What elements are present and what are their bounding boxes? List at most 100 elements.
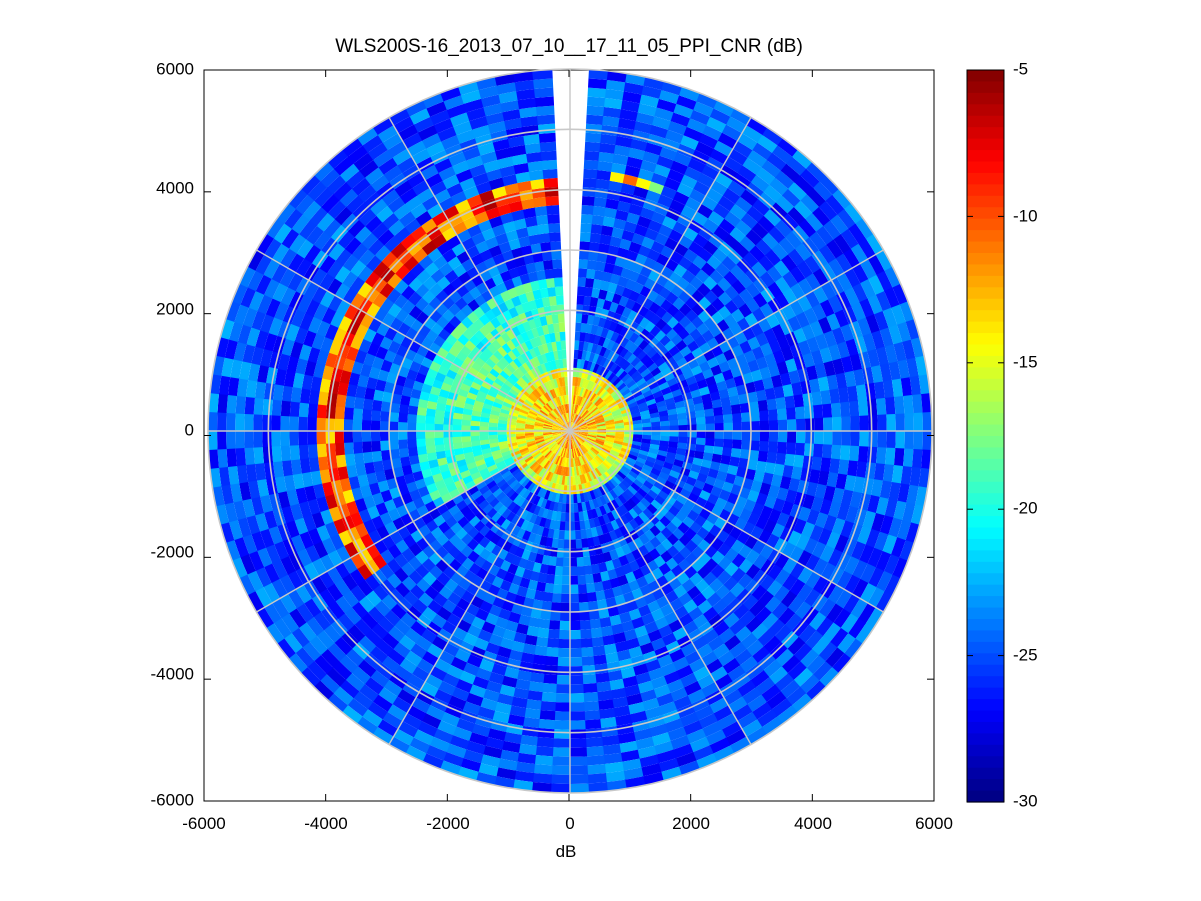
cnr-cell	[648, 381, 659, 391]
cnr-cell	[886, 413, 896, 433]
cnr-cell	[767, 441, 778, 454]
cnr-cell	[585, 582, 596, 594]
cnr-cell	[576, 295, 585, 306]
cnr-cell	[351, 486, 364, 501]
cnr-cell	[446, 612, 462, 627]
cnr-cell	[533, 427, 544, 430]
cnr-cell	[519, 577, 531, 589]
cnr-cell	[552, 433, 562, 438]
cnr-cell	[804, 405, 815, 420]
cnr-cell	[238, 573, 256, 596]
colorbar-segment	[967, 287, 1004, 300]
cnr-cell	[357, 563, 373, 580]
cnr-cell	[612, 705, 631, 718]
cnr-cell	[583, 710, 601, 721]
cnr-cell	[566, 439, 569, 449]
cnr-cell	[721, 447, 733, 458]
cnr-cell	[568, 747, 588, 757]
cnr-cell	[579, 332, 586, 342]
cnr-cell	[595, 344, 603, 356]
cnr-cell	[623, 376, 634, 386]
cnr-cell	[611, 162, 628, 175]
cnr-cell	[657, 505, 669, 517]
cnr-cell	[835, 473, 848, 491]
cnr-cell	[735, 466, 748, 479]
colorbar-segment	[967, 333, 1004, 346]
cnr-cell	[614, 506, 625, 518]
cnr-cell	[563, 439, 568, 449]
cnr-cell	[490, 511, 502, 523]
cnr-cell	[571, 467, 575, 477]
cnr-cell	[592, 535, 601, 547]
cnr-cell	[648, 472, 659, 482]
cnr-cell	[610, 465, 620, 474]
cnr-cell	[622, 767, 644, 780]
cnr-cell	[311, 557, 328, 576]
colorbar-segment	[967, 378, 1004, 391]
cnr-cell	[811, 303, 827, 322]
cnr-cell	[333, 636, 353, 655]
cnr-cell	[879, 480, 892, 500]
cnr-cell	[548, 500, 555, 511]
cnr-cell	[537, 718, 555, 730]
cnr-cell	[676, 447, 687, 456]
cnr-cell	[451, 605, 466, 620]
cnr-cell	[307, 416, 317, 431]
cnr-cell	[873, 463, 886, 482]
cnr-cell	[547, 286, 557, 297]
cnr-cell	[695, 141, 715, 158]
cnr-cell	[445, 664, 464, 680]
cnr-cell	[247, 569, 264, 592]
cnr-cell	[918, 374, 931, 396]
cnr-cell	[648, 181, 665, 195]
cnr-cell	[461, 424, 471, 431]
cnr-cell	[585, 401, 593, 410]
cnr-cell	[588, 78, 609, 90]
cnr-cell	[757, 450, 769, 463]
cnr-cell	[551, 250, 562, 260]
cnr-cell	[621, 229, 636, 242]
cnr-cell	[628, 321, 640, 333]
cnr-cell	[797, 295, 813, 313]
cnr-cell	[634, 224, 649, 237]
cnr-cell	[713, 140, 734, 158]
cnr-cell	[550, 765, 570, 775]
cnr-cell	[235, 446, 246, 466]
cnr-cell	[586, 462, 593, 472]
cnr-cell	[574, 521, 581, 531]
x-tick-label: 0	[565, 814, 574, 833]
cnr-cell	[428, 393, 439, 403]
cnr-cell	[524, 588, 537, 600]
cnr-cell	[893, 448, 905, 468]
cnr-cell	[605, 291, 616, 303]
cnr-cell	[217, 429, 227, 450]
cnr-cell	[627, 367, 638, 377]
cnr-cell	[687, 431, 697, 439]
cnr-cell	[313, 540, 329, 559]
cnr-cell	[584, 463, 591, 473]
cnr-cell	[739, 448, 751, 460]
cnr-cell	[568, 440, 570, 450]
cnr-cell	[922, 431, 932, 452]
cnr-cell	[884, 266, 902, 289]
cnr-cell	[804, 418, 815, 432]
cnr-cell	[295, 583, 312, 604]
cnr-cell	[407, 446, 419, 457]
cnr-cell	[729, 736, 751, 755]
cnr-cell	[802, 237, 820, 257]
cnr-cell	[775, 648, 794, 668]
cnr-cell	[613, 594, 626, 606]
cnr-cell	[587, 402, 595, 411]
cnr-cell	[721, 481, 734, 494]
cnr-cell	[767, 618, 786, 637]
cnr-cell	[836, 272, 853, 293]
cnr-cell	[586, 419, 596, 425]
cnr-cell	[773, 463, 785, 477]
cnr-cell	[538, 132, 556, 143]
cnr-cell	[587, 433, 597, 437]
cnr-cell	[406, 480, 418, 493]
cnr-cell	[328, 505, 342, 522]
cnr-cell	[400, 561, 416, 577]
cnr-cell	[660, 466, 672, 476]
cnr-cell	[706, 592, 722, 608]
